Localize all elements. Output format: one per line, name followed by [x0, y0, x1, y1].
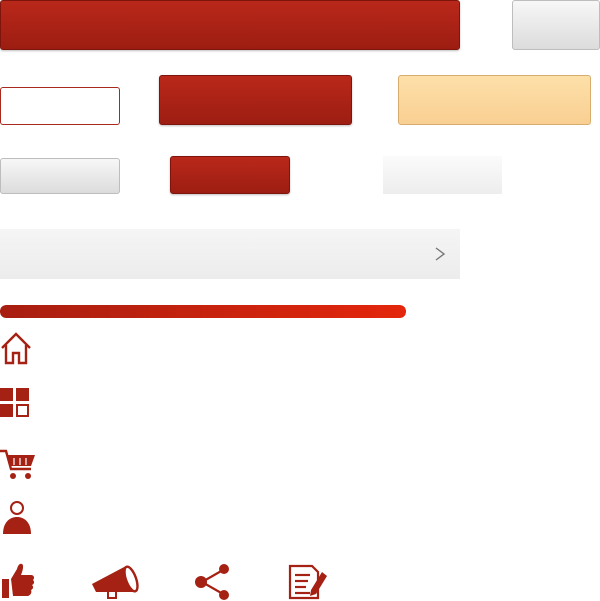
- share-icon[interactable]: [193, 563, 233, 601]
- thumbs-up-icon[interactable]: [0, 561, 36, 599]
- list-row-item[interactable]: [0, 229, 460, 279]
- shopping-cart-icon[interactable]: [0, 449, 36, 481]
- megaphone-icon[interactable]: [90, 564, 142, 600]
- home-icon[interactable]: [0, 331, 32, 365]
- document-edit-icon[interactable]: [288, 562, 328, 600]
- dashboard-grid-icon[interactable]: [0, 388, 30, 418]
- primary-wide-button[interactable]: [0, 0, 460, 50]
- default-button[interactable]: [0, 158, 120, 194]
- primary-small-button[interactable]: [170, 156, 290, 194]
- progress-bar-fill: [0, 305, 406, 318]
- flat-button[interactable]: [383, 156, 502, 194]
- outline-button[interactable]: [0, 87, 120, 125]
- secondary-small-button[interactable]: [512, 0, 600, 50]
- warning-button[interactable]: [398, 75, 591, 125]
- user-icon[interactable]: [0, 500, 34, 534]
- progress-bar: [0, 305, 406, 318]
- chevron-right-icon: [434, 246, 446, 262]
- primary-button[interactable]: [159, 75, 352, 125]
